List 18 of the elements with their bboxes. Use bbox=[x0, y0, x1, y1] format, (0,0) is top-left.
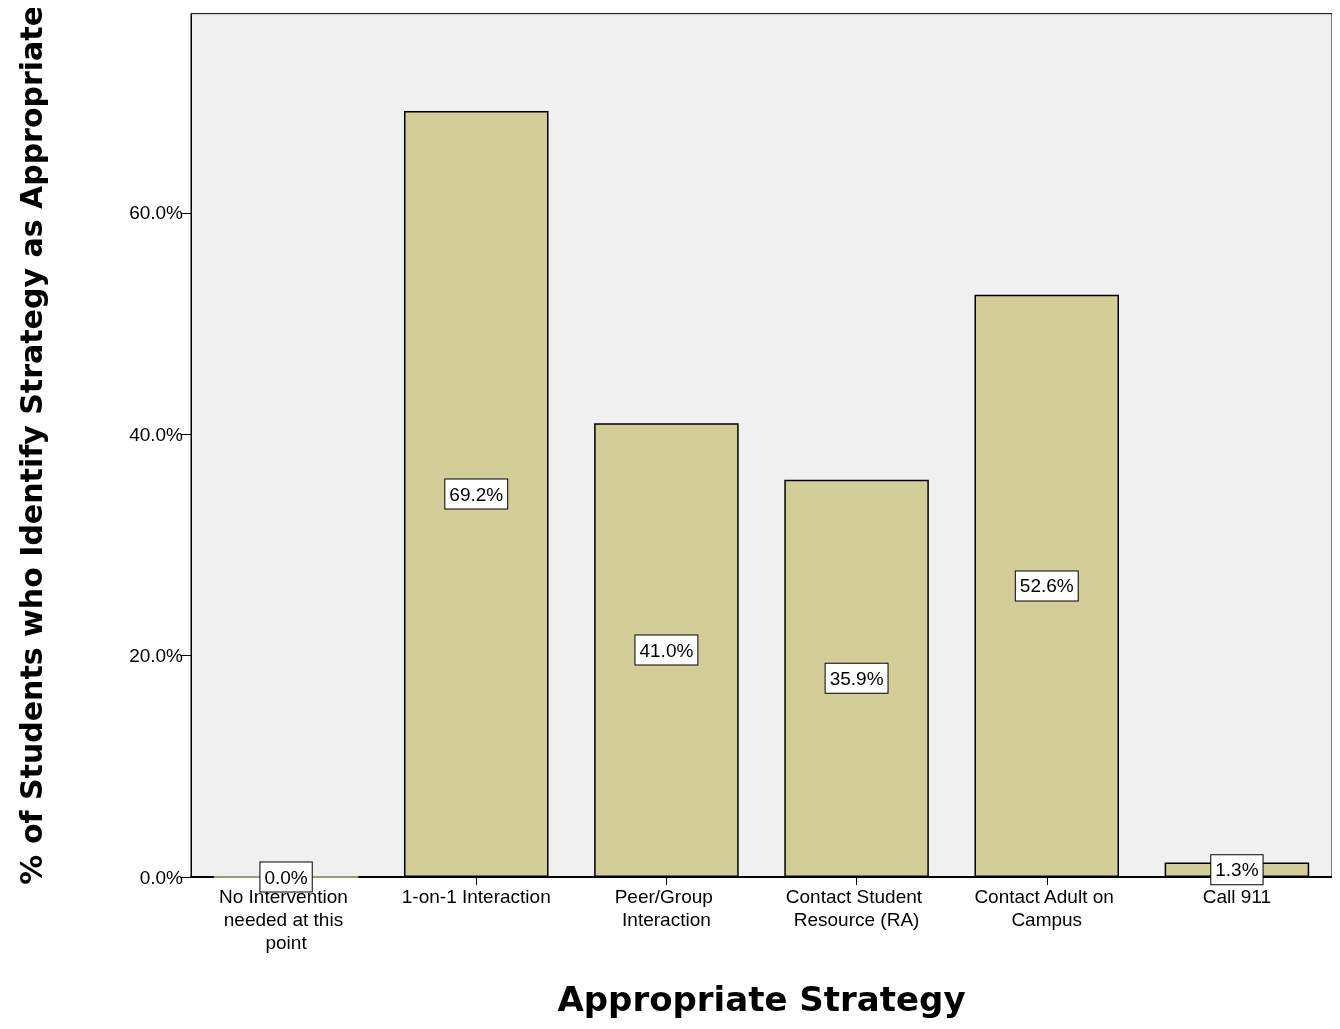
y-tick-label: 60.0% bbox=[129, 202, 184, 224]
y-tick-label: 20.0% bbox=[129, 645, 184, 667]
data-label: 1.3% bbox=[1215, 859, 1259, 881]
y-tick-label: 40.0% bbox=[129, 423, 184, 445]
x-tick-label: Contact Student Resource (RA) bbox=[785, 886, 928, 930]
x-axis-title: Appropriate Strategy bbox=[557, 979, 966, 1019]
data-label: 35.9% bbox=[829, 667, 884, 689]
x-tick-label: Call 911 bbox=[1202, 886, 1272, 907]
x-tick-label: No Intervention needed at this point bbox=[219, 886, 354, 953]
x-tick-label: 1-on-1 Interaction bbox=[401, 886, 551, 907]
x-tick-label: Peer/Group Interaction bbox=[614, 886, 719, 930]
y-axis-title: % of Students who Identify Strategy as Appropriate bbox=[13, 5, 49, 885]
data-label: 41.0% bbox=[639, 639, 694, 661]
y-tick-label: 0.0% bbox=[139, 866, 184, 888]
x-tick-label: Contact Adult on Campus bbox=[974, 886, 1120, 930]
data-label: 52.6% bbox=[1019, 575, 1074, 597]
data-label: 0.0% bbox=[264, 866, 308, 888]
data-label: 69.2% bbox=[449, 483, 504, 505]
